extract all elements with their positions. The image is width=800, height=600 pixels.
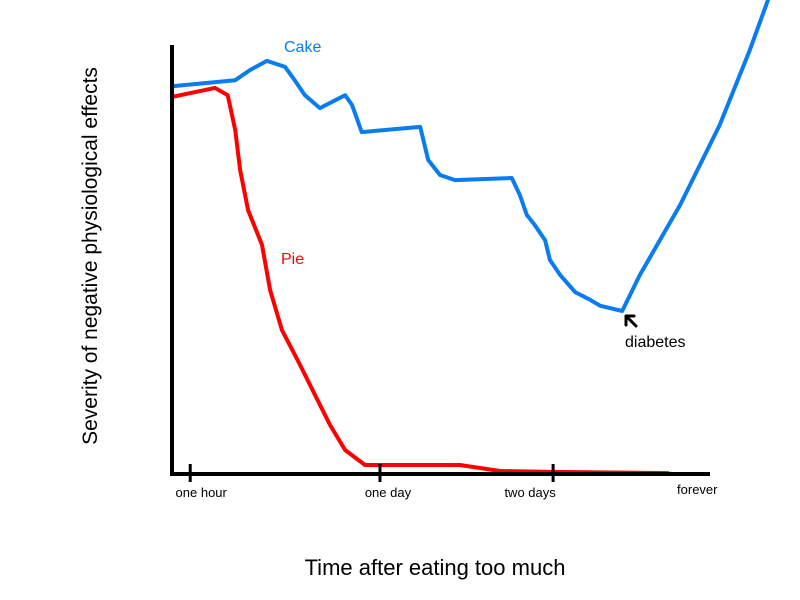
x-tick-label: forever <box>677 482 718 497</box>
annotation-text: diabetes <box>625 334 686 351</box>
series-layer <box>170 0 770 476</box>
x-tick-label: one day <box>365 485 412 500</box>
y-axis-label: Severity of negative physiological effec… <box>79 67 102 445</box>
x-ticks: one hour one day two days forever <box>176 464 718 500</box>
series-line-cake <box>170 0 770 313</box>
diabetes-annotation: diabetes <box>624 314 686 351</box>
series-label-cake: Cake <box>284 39 321 56</box>
x-tick-label: two days <box>504 485 556 500</box>
series-line-pie <box>170 85 670 476</box>
x-tick-label: one hour <box>176 485 228 500</box>
series-label-pie: Pie <box>281 251 304 268</box>
x-axis-label: Time after eating too much <box>305 555 566 580</box>
arrow-icon <box>624 314 638 328</box>
